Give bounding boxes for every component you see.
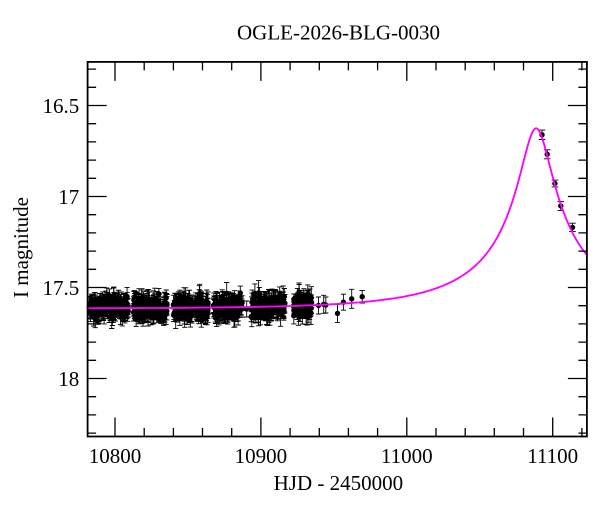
svg-text:16.5: 16.5 — [43, 94, 80, 118]
svg-text:11100: 11100 — [527, 444, 578, 468]
svg-text:17: 17 — [58, 185, 79, 209]
svg-text:18: 18 — [58, 367, 79, 391]
svg-text:10900: 10900 — [235, 444, 288, 468]
svg-text:17.5: 17.5 — [43, 276, 80, 300]
svg-text:11000: 11000 — [381, 444, 433, 468]
svg-text:I magnitude: I magnitude — [9, 197, 33, 298]
svg-text:10800: 10800 — [89, 444, 142, 468]
svg-text:HJD - 2450000: HJD - 2450000 — [274, 471, 404, 495]
svg-text:OGLE-2026-BLG-0030: OGLE-2026-BLG-0030 — [237, 20, 440, 44]
